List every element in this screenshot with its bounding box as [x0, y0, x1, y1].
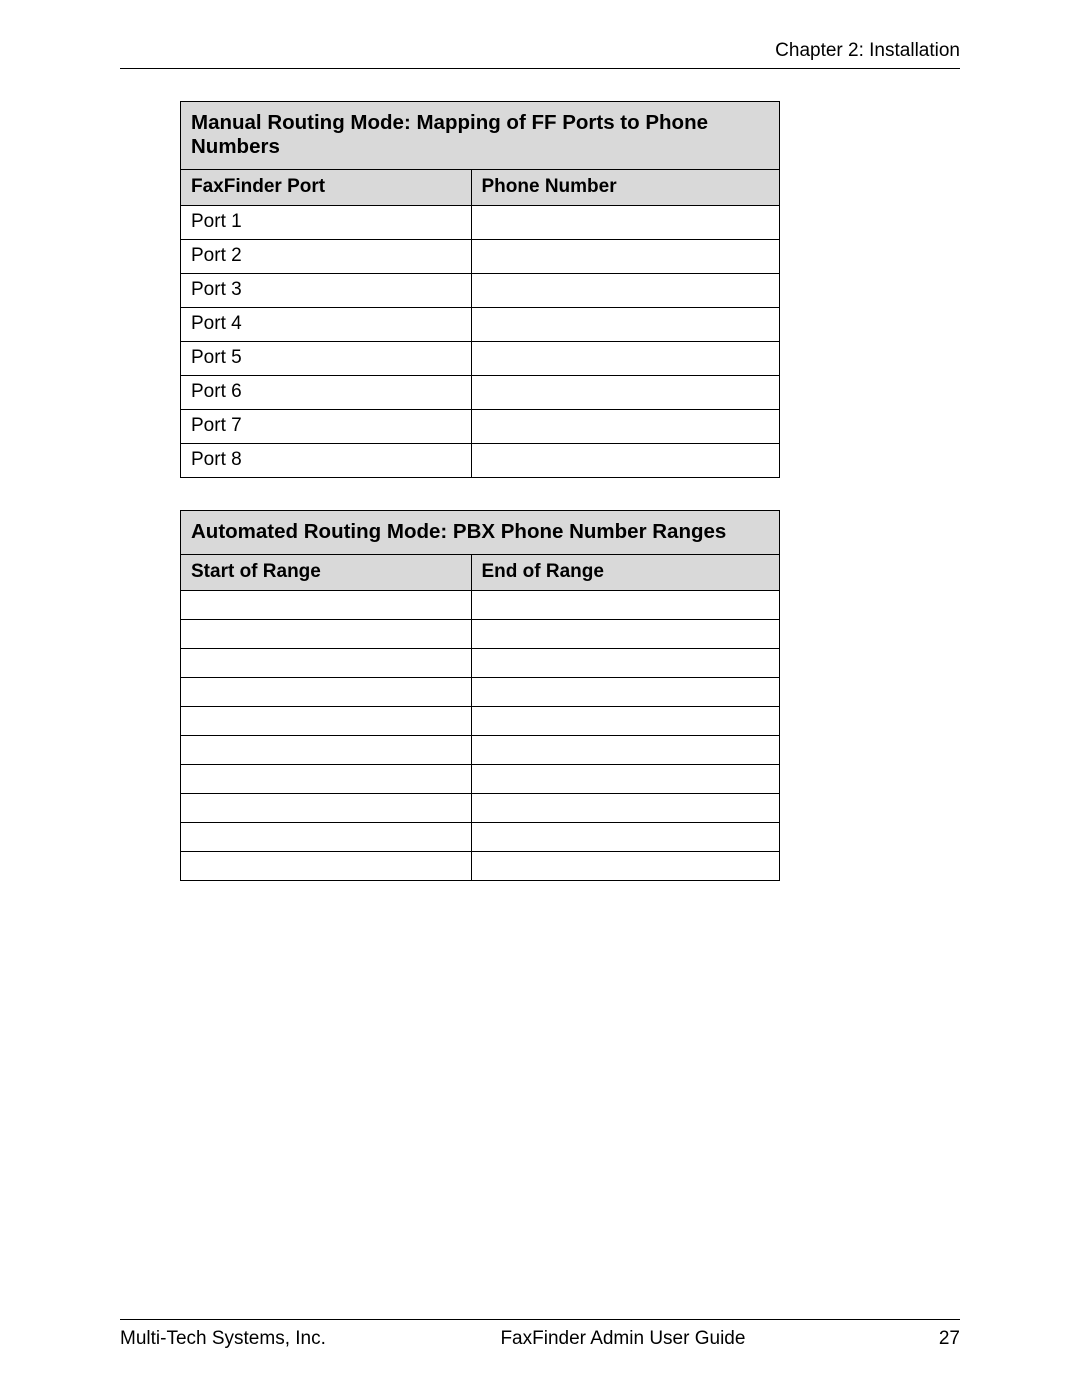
table-row: Port 3 — [181, 274, 780, 308]
table-row — [181, 852, 780, 881]
phone-cell — [471, 240, 780, 274]
range-end-cell — [471, 852, 780, 881]
port-cell: Port 8 — [181, 444, 472, 478]
range-end-cell — [471, 823, 780, 852]
table-row — [181, 794, 780, 823]
range-start-cell — [181, 649, 472, 678]
table-row — [181, 707, 780, 736]
manual-routing-table: Manual Routing Mode: Mapping of FF Ports… — [180, 101, 780, 478]
port-cell: Port 1 — [181, 206, 472, 240]
port-cell: Port 4 — [181, 308, 472, 342]
phone-cell — [471, 206, 780, 240]
table-row — [181, 736, 780, 765]
table-row: Port 4 — [181, 308, 780, 342]
range-end-cell — [471, 707, 780, 736]
table-row — [181, 678, 780, 707]
page: Chapter 2: Installation Manual Routing M… — [120, 40, 960, 1350]
range-start-cell — [181, 620, 472, 649]
range-start-cell — [181, 678, 472, 707]
port-cell: Port 7 — [181, 410, 472, 444]
table-header-row: FaxFinder Port Phone Number — [181, 170, 780, 206]
table-row — [181, 591, 780, 620]
table-title-row: Manual Routing Mode: Mapping of FF Ports… — [181, 102, 780, 170]
range-start-cell — [181, 736, 472, 765]
tables-container: Manual Routing Mode: Mapping of FF Ports… — [120, 101, 960, 881]
port-cell: Port 5 — [181, 342, 472, 376]
table-header-row: Start of Range End of Range — [181, 555, 780, 591]
page-footer: Multi-Tech Systems, Inc. FaxFinder Admin… — [120, 1319, 960, 1350]
phone-cell — [471, 308, 780, 342]
port-cell: Port 3 — [181, 274, 472, 308]
table-title-row: Automated Routing Mode: PBX Phone Number… — [181, 511, 780, 555]
table-row: Port 8 — [181, 444, 780, 478]
page-header: Chapter 2: Installation — [120, 40, 960, 69]
col-header-end: End of Range — [471, 555, 780, 591]
footer-page-number: 27 — [920, 1328, 960, 1350]
table-row: Port 1 — [181, 206, 780, 240]
chapter-label: Chapter 2: Installation — [775, 40, 960, 61]
range-end-cell — [471, 736, 780, 765]
range-start-cell — [181, 707, 472, 736]
phone-cell — [471, 410, 780, 444]
manual-routing-title: Manual Routing Mode: Mapping of FF Ports… — [181, 102, 780, 170]
port-cell: Port 6 — [181, 376, 472, 410]
table-row: Port 5 — [181, 342, 780, 376]
range-start-cell — [181, 591, 472, 620]
range-end-cell — [471, 794, 780, 823]
table-row: Port 2 — [181, 240, 780, 274]
footer-company: Multi-Tech Systems, Inc. — [120, 1328, 326, 1350]
table-row — [181, 823, 780, 852]
col-header-port: FaxFinder Port — [181, 170, 472, 206]
range-end-cell — [471, 591, 780, 620]
range-start-cell — [181, 852, 472, 881]
table-row — [181, 765, 780, 794]
range-end-cell — [471, 649, 780, 678]
automated-routing-title: Automated Routing Mode: PBX Phone Number… — [181, 511, 780, 555]
table-row: Port 6 — [181, 376, 780, 410]
table-row: Port 7 — [181, 410, 780, 444]
range-start-cell — [181, 823, 472, 852]
port-cell: Port 2 — [181, 240, 472, 274]
table-row — [181, 620, 780, 649]
footer-doc-title: FaxFinder Admin User Guide — [326, 1328, 920, 1350]
col-header-start: Start of Range — [181, 555, 472, 591]
phone-cell — [471, 342, 780, 376]
range-end-cell — [471, 678, 780, 707]
phone-cell — [471, 376, 780, 410]
col-header-phone: Phone Number — [471, 170, 780, 206]
phone-cell — [471, 444, 780, 478]
range-start-cell — [181, 765, 472, 794]
range-end-cell — [471, 765, 780, 794]
range-end-cell — [471, 620, 780, 649]
automated-routing-table: Automated Routing Mode: PBX Phone Number… — [180, 510, 780, 881]
phone-cell — [471, 274, 780, 308]
table-row — [181, 649, 780, 678]
range-start-cell — [181, 794, 472, 823]
